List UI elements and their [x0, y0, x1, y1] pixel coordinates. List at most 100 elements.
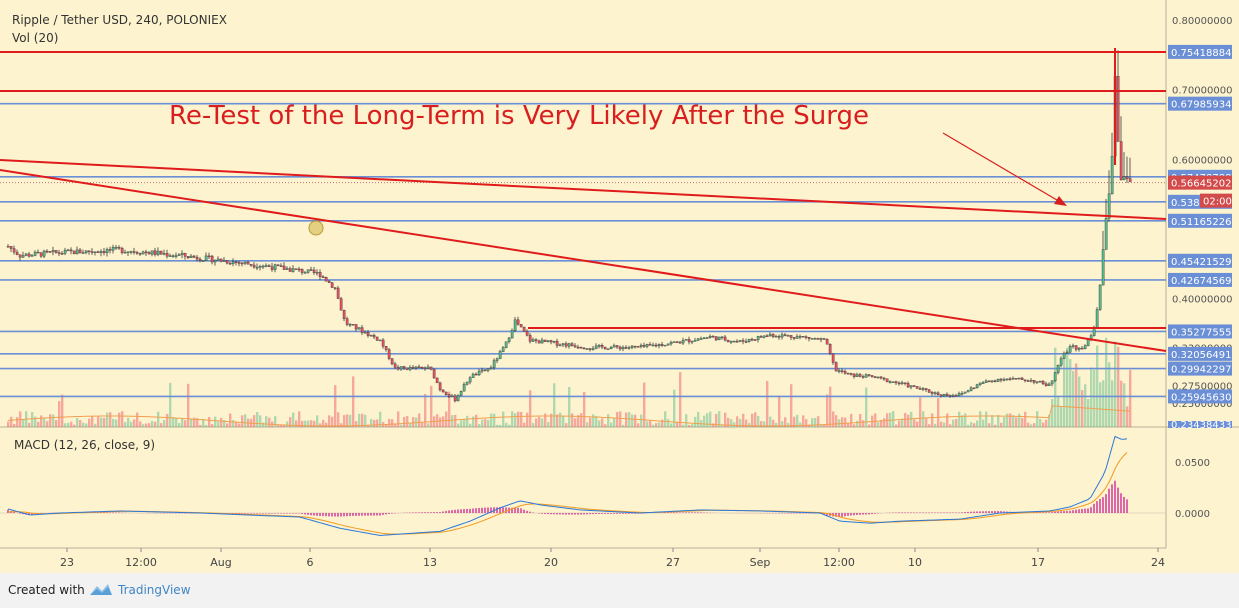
- volume-bar: [64, 423, 67, 427]
- volume-bar: [781, 421, 784, 427]
- candle-body: [822, 338, 826, 340]
- volume-bar: [1021, 417, 1024, 427]
- volume-bar: [259, 415, 262, 427]
- candle-body: [771, 334, 775, 337]
- volume-bar: [820, 424, 823, 427]
- volume-bar: [616, 412, 619, 427]
- candle-body: [1068, 346, 1072, 353]
- candle-body: [495, 358, 499, 361]
- candle-body: [972, 387, 976, 390]
- candle-body: [378, 339, 382, 342]
- candle-body: [999, 378, 1003, 381]
- volume-bar: [61, 394, 64, 427]
- volume-bar: [370, 418, 373, 427]
- candle-body: [1056, 364, 1060, 373]
- candle-body: [1026, 380, 1030, 382]
- candle-body: [108, 249, 112, 251]
- candle-body: [801, 336, 805, 338]
- volume-bar: [328, 415, 331, 427]
- candle-body: [438, 382, 442, 391]
- candle-body: [165, 253, 169, 257]
- volume-bar: [484, 419, 487, 427]
- volume-bar: [436, 414, 439, 427]
- level-label: 0.45421529: [1171, 257, 1231, 268]
- candle-body: [348, 324, 352, 326]
- volume-bar: [229, 413, 232, 427]
- volume-bar: [238, 423, 241, 427]
- candle-body: [426, 366, 430, 369]
- candle-body: [1122, 176, 1126, 181]
- candle-body: [660, 344, 664, 346]
- volume-bar: [310, 420, 313, 427]
- price-tick-label: 0.27500000: [1172, 382, 1232, 393]
- volume-bar: [970, 422, 973, 427]
- volume-bar: [667, 419, 670, 427]
- volume-bar: [55, 419, 58, 427]
- volume-bar: [169, 382, 172, 427]
- candle-body: [708, 336, 712, 338]
- volume-bar: [982, 419, 985, 427]
- volume-bar: [124, 422, 127, 427]
- candle-body: [699, 338, 703, 340]
- candle-body: [480, 369, 484, 372]
- annotation-arrow: [942, 132, 1063, 204]
- candle-body: [714, 336, 718, 341]
- volume-bar: [694, 416, 697, 427]
- candle-body: [834, 362, 838, 372]
- candle-body: [201, 260, 205, 262]
- volume-bar: [148, 423, 151, 427]
- candle-body: [258, 266, 262, 268]
- candle-body: [945, 393, 949, 396]
- volume-bar: [157, 411, 160, 427]
- volume-bar: [1006, 413, 1009, 427]
- candle-body: [870, 375, 874, 377]
- candle-body: [912, 385, 916, 387]
- candle-body: [339, 298, 343, 311]
- candle-body: [306, 269, 310, 273]
- candle-body: [141, 251, 145, 255]
- candle-body: [87, 250, 91, 252]
- candle-body: [102, 251, 106, 253]
- volume-bar: [643, 382, 646, 427]
- candle-body: [687, 339, 691, 343]
- volume-bar: [1126, 406, 1129, 427]
- volume-bar: [658, 422, 661, 427]
- candle-body: [168, 255, 172, 257]
- volume-bar: [535, 418, 538, 427]
- candle-body: [150, 250, 154, 255]
- candle-body: [609, 347, 613, 350]
- volume-bar: [691, 424, 694, 427]
- candle-body: [561, 343, 565, 346]
- volume-bar: [718, 411, 721, 427]
- candle-body: [1044, 383, 1048, 386]
- candle-body: [927, 389, 931, 393]
- volume-bar: [106, 412, 109, 427]
- volume-bar: [730, 419, 733, 427]
- tradingview-link[interactable]: TradingView: [118, 583, 191, 597]
- candle-body: [969, 387, 973, 391]
- candle-body: [6, 246, 10, 248]
- candle-body: [582, 347, 586, 350]
- volume-bar: [394, 423, 397, 427]
- candle-body: [84, 250, 88, 253]
- candle-body: [147, 252, 151, 255]
- candle-body: [963, 391, 967, 394]
- volume-bar: [163, 420, 166, 427]
- volume-bar: [277, 424, 280, 427]
- volume-bar: [910, 411, 913, 427]
- volume-bar: [226, 423, 229, 427]
- volume-bar: [1012, 415, 1015, 427]
- candle-body: [303, 272, 307, 274]
- volume-bar: [787, 422, 790, 427]
- volume-bar: [1081, 390, 1084, 427]
- volume-bar: [673, 389, 676, 427]
- candles: [6, 48, 1132, 403]
- candle-body: [255, 266, 259, 269]
- candle-body: [909, 385, 913, 388]
- volume-bar: [532, 422, 535, 427]
- candle-body: [159, 250, 163, 255]
- volume-bar: [187, 383, 190, 427]
- volume-bar: [235, 421, 238, 427]
- candle-body: [738, 340, 742, 342]
- volume-bar: [865, 387, 868, 427]
